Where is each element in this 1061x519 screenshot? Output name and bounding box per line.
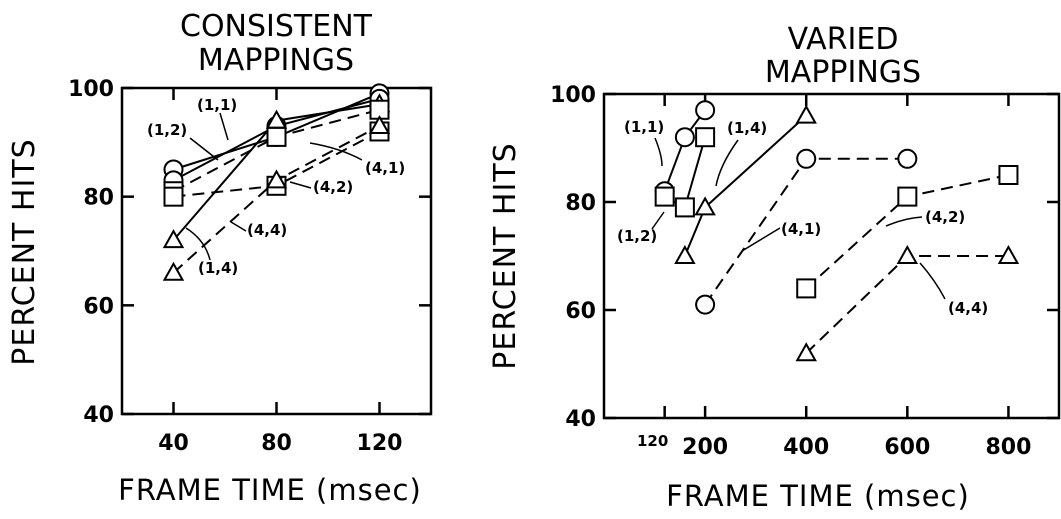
- chart-title-line-1: CONSISTENT: [180, 9, 373, 44]
- y-tick-label: 60: [83, 294, 114, 319]
- circle-marker: [695, 100, 716, 121]
- chart-title-line-1: VARIED: [788, 22, 899, 57]
- axis-ticks: 40 60 80 100 120 200 400 600 800: [550, 83, 1059, 460]
- triangle-marker: [896, 244, 919, 264]
- triangle-marker: [162, 261, 185, 281]
- leader-line: [715, 139, 739, 187]
- y-tick-label: 80: [565, 191, 596, 216]
- series-line: [172, 125, 380, 274]
- y-axis-label: PERCENT HITS: [488, 142, 523, 369]
- annotation-4-1: (4,1): [741, 220, 821, 252]
- y-tick-label: 100: [550, 83, 596, 108]
- annotation-label: (4,2): [925, 208, 965, 226]
- y-tick-label: 60: [565, 299, 596, 324]
- square-marker: [674, 197, 695, 218]
- annotation-label: (4,4): [948, 299, 988, 317]
- x-tick-label: 200: [682, 435, 728, 460]
- leader-line: [189, 137, 219, 161]
- annotation-label: (1,4): [198, 259, 238, 277]
- y-axis-label: PERCENT HITS: [7, 138, 42, 365]
- series-layer: [162, 83, 391, 281]
- triangle-marker: [997, 244, 1020, 264]
- x-tick-label: 120: [357, 431, 403, 456]
- annotation-1-4: (1,4): [185, 227, 238, 277]
- square-marker: [654, 186, 675, 207]
- series-layer: [654, 100, 1020, 362]
- triangle-marker: [265, 169, 288, 189]
- leader-line: [230, 221, 247, 232]
- annotation-label: (1,2): [147, 121, 187, 139]
- panel-varied-mappings: VARIED MAPPINGS PERCENT HITS FRAME TIME …: [488, 22, 1061, 513]
- x-axis-label: FRAME TIME (msec): [666, 479, 970, 513]
- annotation-1-1: (1,1): [197, 96, 237, 141]
- annotation-label: (4,1): [365, 159, 405, 177]
- circle-marker: [897, 148, 918, 169]
- annotation-1-2: (1,2): [147, 121, 219, 161]
- triangle-marker: [162, 229, 185, 249]
- leader-line: [309, 142, 363, 161]
- annotation-label: (1,1): [624, 118, 664, 136]
- y-tick-label: 80: [83, 186, 114, 211]
- y-tick-label: 40: [565, 407, 596, 432]
- circle-marker: [674, 127, 695, 148]
- annotation-label: (1,1): [197, 96, 237, 114]
- triangle-marker: [674, 244, 696, 264]
- square-marker: [796, 278, 817, 299]
- triangle-marker: [795, 104, 817, 124]
- panel-consistent-mappings: CONSISTENT MAPPINGS PERCENT HITS FRAME T…: [7, 9, 433, 507]
- y-tick-label: 100: [68, 77, 114, 102]
- square-marker: [695, 127, 716, 148]
- x-tick-label: 80: [261, 431, 292, 456]
- x-tick-label: 40: [158, 431, 189, 456]
- leader-line: [289, 181, 312, 189]
- x-tick-label: 400: [783, 435, 829, 460]
- annotation-label: (1,2): [617, 227, 657, 245]
- chart-title-line-2: MAPPINGS: [198, 43, 354, 78]
- square-marker: [266, 126, 287, 147]
- x-axis-label: FRAME TIME (msec): [118, 473, 422, 507]
- leader-line: [219, 112, 229, 141]
- axis-ticks: 40 60 80 100 40 80 120: [68, 77, 431, 456]
- leader-line: [651, 211, 665, 230]
- triangle-marker: [694, 196, 716, 216]
- chart-title-line-2: MAPPINGS: [765, 55, 921, 90]
- x-tick-label: 600: [884, 435, 930, 460]
- square-marker: [897, 186, 918, 207]
- annotation-label: (4,1): [781, 220, 821, 238]
- square-marker: [163, 186, 184, 207]
- annotation-label: (4,2): [313, 178, 353, 196]
- annotation-label: (4,4): [247, 221, 287, 239]
- annotation-4-2: (4,2): [885, 208, 965, 227]
- x-tick-label: 800: [985, 435, 1031, 460]
- leader-line: [919, 262, 946, 300]
- annotation-4-1: (4,1): [309, 142, 405, 177]
- annotation-1-4: (1,4): [715, 119, 767, 187]
- plot-frame: [602, 92, 1061, 420]
- annotation-4-2: (4,2): [289, 178, 353, 196]
- square-marker: [998, 165, 1019, 185]
- y-tick-label: 40: [83, 403, 114, 428]
- annotation-1-1: (1,1): [624, 118, 664, 167]
- circle-marker: [695, 294, 716, 315]
- triangle-marker: [368, 114, 391, 135]
- leader-line: [185, 227, 211, 261]
- leader-line: [741, 227, 781, 252]
- leader-line: [885, 216, 923, 227]
- triangle-marker: [795, 342, 817, 362]
- leader-line: [654, 137, 663, 167]
- annotation-label: (1,4): [727, 119, 767, 137]
- annotation-4-4: (4,4): [230, 221, 287, 239]
- x-tick-label: 120: [637, 432, 668, 450]
- circle-marker: [796, 148, 817, 169]
- annotation-1-2: (1,2): [617, 211, 665, 245]
- annotation-4-4: (4,4): [919, 262, 988, 317]
- series-line: [663, 109, 706, 192]
